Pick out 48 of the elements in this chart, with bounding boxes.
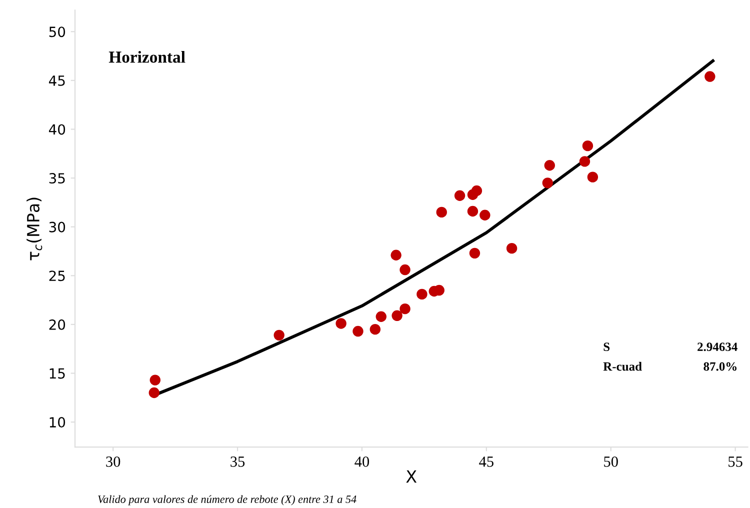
point bbox=[376, 311, 386, 322]
point bbox=[587, 172, 598, 182]
point bbox=[274, 330, 284, 341]
point bbox=[704, 71, 716, 82]
annotation: 2.94634 bbox=[698, 342, 738, 352]
point bbox=[370, 324, 381, 335]
y-tick-label: 25 bbox=[49, 270, 65, 282]
annotation: 87.0% bbox=[704, 362, 736, 371]
y-axis-title: τ$_{c}$(MPa) bbox=[26, 198, 42, 260]
y-tick-label: 35 bbox=[49, 173, 65, 184]
point bbox=[454, 190, 466, 201]
point bbox=[467, 206, 478, 217]
point bbox=[436, 206, 447, 218]
point bbox=[469, 248, 480, 259]
x-tick-label: 45 bbox=[479, 456, 494, 467]
text: Horizontal bbox=[108, 51, 186, 63]
x-tick-label: 30 bbox=[106, 456, 120, 467]
y-tick-label: 40 bbox=[48, 124, 66, 135]
x-tick-label: 50 bbox=[604, 456, 618, 467]
point bbox=[579, 156, 590, 167]
point bbox=[582, 140, 594, 152]
point bbox=[542, 178, 553, 188]
y-tick-label: 15 bbox=[50, 368, 65, 379]
y-tick-label: 50 bbox=[49, 26, 66, 38]
point bbox=[400, 264, 410, 276]
point bbox=[352, 326, 364, 337]
point bbox=[544, 160, 555, 171]
x-tick-label: 35 bbox=[230, 456, 245, 467]
x-axis-title: X bbox=[406, 470, 417, 483]
point bbox=[416, 288, 428, 300]
y-tick-label: 20 bbox=[49, 319, 66, 330]
point bbox=[336, 318, 346, 329]
point bbox=[471, 185, 482, 196]
point bbox=[506, 242, 518, 254]
y-tick-label: 10 bbox=[50, 417, 66, 428]
point bbox=[400, 303, 410, 314]
point bbox=[392, 310, 402, 322]
x-tick-label: 40 bbox=[354, 456, 370, 467]
point bbox=[390, 250, 402, 260]
y-tick-label: 45 bbox=[48, 76, 65, 86]
annotation: S bbox=[604, 342, 610, 352]
text: Valido para valores de número de rebote (X) entre 31 a 54 bbox=[98, 495, 356, 506]
y-tick-label: 30 bbox=[49, 222, 66, 232]
point bbox=[480, 210, 490, 220]
point bbox=[150, 374, 160, 386]
annotation: R-cuad bbox=[603, 362, 642, 371]
x-tick-label: 55 bbox=[728, 456, 742, 467]
point bbox=[148, 387, 160, 398]
